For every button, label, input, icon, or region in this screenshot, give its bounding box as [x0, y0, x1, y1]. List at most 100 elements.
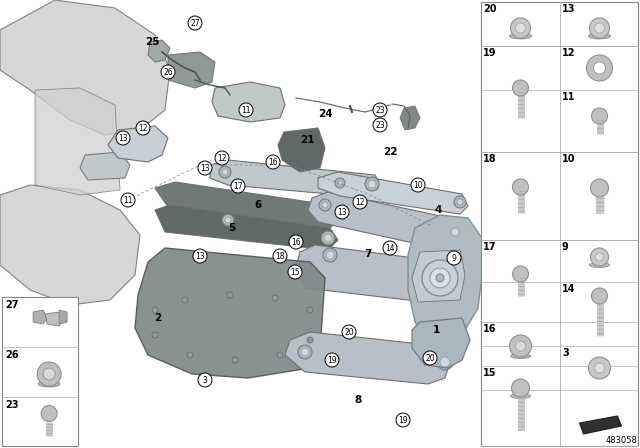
Polygon shape [210, 160, 382, 198]
Text: 15: 15 [290, 267, 300, 276]
Circle shape [121, 193, 135, 207]
Text: 27: 27 [5, 300, 19, 310]
Circle shape [227, 292, 233, 298]
Circle shape [321, 231, 335, 245]
Polygon shape [278, 128, 325, 172]
Circle shape [586, 55, 612, 81]
Circle shape [591, 248, 609, 266]
Circle shape [595, 363, 605, 373]
Text: 25: 25 [145, 37, 159, 47]
Circle shape [307, 307, 313, 313]
Circle shape [198, 161, 212, 175]
Circle shape [436, 274, 444, 282]
Circle shape [591, 108, 607, 124]
Ellipse shape [38, 381, 60, 387]
Circle shape [239, 103, 253, 117]
Circle shape [411, 178, 425, 192]
Circle shape [423, 351, 437, 365]
FancyBboxPatch shape [2, 297, 78, 446]
Polygon shape [148, 40, 170, 62]
Polygon shape [33, 310, 47, 324]
Circle shape [136, 121, 150, 135]
Circle shape [451, 228, 459, 236]
Circle shape [457, 199, 463, 205]
Text: 23: 23 [375, 121, 385, 129]
Circle shape [222, 214, 234, 226]
Text: 4: 4 [435, 205, 442, 215]
Text: 23: 23 [375, 105, 385, 115]
Circle shape [373, 118, 387, 132]
Circle shape [396, 413, 410, 427]
Polygon shape [35, 88, 120, 195]
Circle shape [440, 357, 450, 367]
Circle shape [298, 345, 312, 359]
Circle shape [193, 249, 207, 263]
Circle shape [322, 202, 328, 208]
Text: 13: 13 [562, 4, 575, 14]
Polygon shape [0, 0, 170, 135]
Circle shape [326, 251, 334, 259]
Text: 9: 9 [452, 254, 456, 263]
Polygon shape [412, 318, 470, 368]
Circle shape [323, 248, 337, 262]
Polygon shape [579, 416, 621, 434]
Text: 16: 16 [268, 158, 278, 167]
Polygon shape [212, 82, 285, 122]
Text: 11: 11 [562, 92, 575, 102]
Circle shape [589, 357, 611, 379]
Ellipse shape [509, 33, 531, 39]
Circle shape [266, 155, 280, 169]
Circle shape [342, 325, 356, 339]
Circle shape [365, 177, 379, 191]
Text: 10: 10 [413, 181, 423, 190]
Polygon shape [318, 172, 468, 214]
Circle shape [513, 266, 529, 282]
Circle shape [182, 297, 188, 303]
Polygon shape [135, 248, 325, 378]
Ellipse shape [589, 33, 611, 39]
Text: 20: 20 [425, 353, 435, 362]
Circle shape [37, 362, 61, 386]
Polygon shape [155, 182, 340, 228]
Circle shape [430, 268, 450, 288]
Polygon shape [108, 126, 168, 162]
Circle shape [591, 288, 607, 304]
Text: 9: 9 [562, 242, 569, 252]
Text: 11: 11 [124, 195, 132, 204]
Circle shape [589, 18, 609, 38]
Circle shape [43, 368, 55, 380]
Circle shape [187, 352, 193, 358]
Circle shape [338, 181, 342, 185]
Circle shape [288, 265, 302, 279]
Circle shape [289, 235, 303, 249]
Text: 6: 6 [254, 200, 262, 210]
Text: 17: 17 [483, 242, 497, 252]
Text: 11: 11 [241, 105, 251, 115]
Ellipse shape [511, 393, 531, 399]
Circle shape [454, 196, 466, 208]
Polygon shape [0, 185, 140, 305]
Text: 20: 20 [344, 327, 354, 336]
Text: 483058: 483058 [606, 436, 638, 445]
Circle shape [368, 180, 376, 188]
Circle shape [116, 131, 130, 145]
Text: 3: 3 [203, 375, 207, 384]
FancyBboxPatch shape [481, 2, 638, 446]
Circle shape [319, 199, 331, 211]
Circle shape [511, 18, 531, 38]
Polygon shape [45, 312, 63, 326]
Text: 19: 19 [398, 415, 408, 425]
Circle shape [324, 234, 332, 242]
Circle shape [232, 357, 238, 363]
Circle shape [593, 62, 605, 74]
Circle shape [515, 341, 525, 351]
Circle shape [198, 373, 212, 387]
Text: 16: 16 [291, 237, 301, 246]
Ellipse shape [511, 353, 531, 358]
Polygon shape [155, 205, 338, 250]
Text: 27: 27 [190, 18, 200, 27]
Circle shape [301, 348, 309, 356]
Circle shape [215, 151, 229, 165]
Circle shape [353, 195, 367, 209]
Text: 18: 18 [275, 251, 285, 260]
